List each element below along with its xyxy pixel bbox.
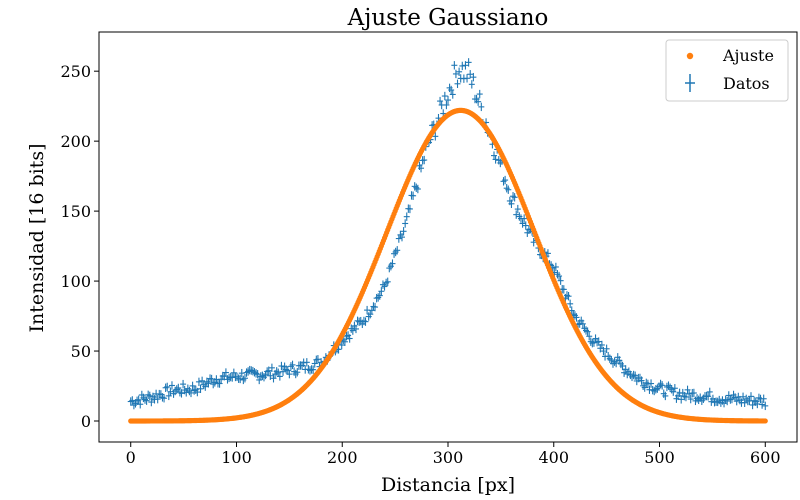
chart-title: Ajuste Gaussiano (347, 5, 549, 31)
x-tick-label: 300 (433, 448, 464, 467)
ajuste-point (762, 418, 768, 424)
legend-box (665, 39, 789, 102)
x-axis-ticks: 0 100 200 300 400 500 600 (126, 442, 781, 467)
series-datos (127, 58, 769, 411)
series-ajuste (128, 107, 768, 424)
y-tick-label: 150 (60, 202, 91, 221)
plot-marks (127, 58, 769, 424)
y-axis-ticks: 0 50 100 150 200 250 (60, 62, 99, 431)
legend-label-datos: Datos (723, 74, 770, 93)
x-tick-label: 400 (538, 448, 569, 467)
x-axis-label: Distancia [px] (381, 474, 515, 496)
y-tick-label: 100 (60, 272, 91, 291)
x-tick-label: 500 (644, 448, 675, 467)
x-tick-label: 600 (750, 448, 781, 467)
x-tick-label: 100 (221, 448, 252, 467)
x-tick-label: 200 (327, 448, 358, 467)
y-tick-label: 250 (60, 62, 91, 81)
y-tick-label: 0 (81, 412, 91, 431)
legend-marker-ajuste (686, 52, 694, 60)
legend: Ajuste Datos (665, 39, 789, 102)
y-axis-label: Intensidad [16 bits] (26, 143, 48, 332)
y-tick-label: 50 (71, 342, 91, 361)
y-tick-label: 200 (60, 132, 91, 151)
legend-label-ajuste: Ajuste (722, 46, 774, 65)
x-tick-label: 0 (126, 448, 136, 467)
